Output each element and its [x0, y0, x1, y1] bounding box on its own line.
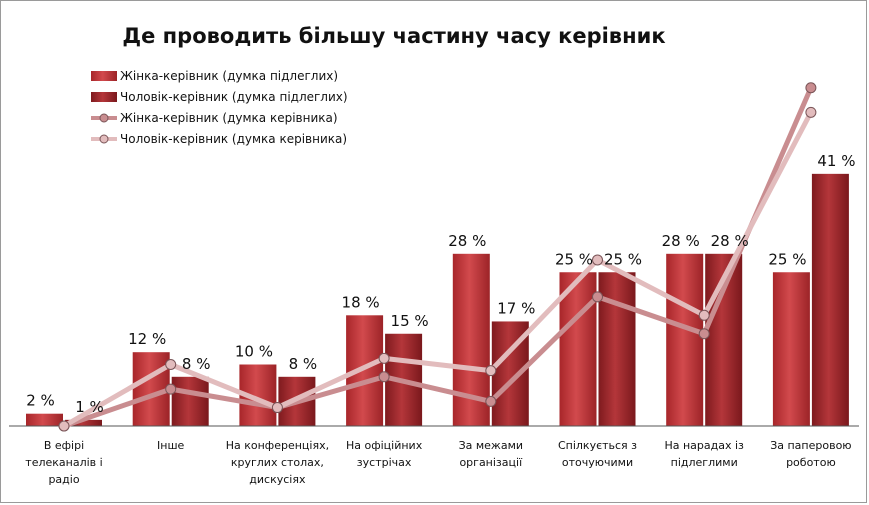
- line-marker-s1-c8: [805, 82, 817, 94]
- data-labels: 2 % 12 % 10 % 18 % 28 % 25 % 28 % 25 % 1 % 8 % 8 %…: [26, 152, 855, 416]
- line-marker-s1-c7: [698, 328, 710, 340]
- legend-marker-3: [99, 113, 109, 123]
- line-marker-s2-c5: [485, 365, 497, 377]
- line-marker-s1-c4: [378, 371, 390, 383]
- bars: [26, 173, 849, 426]
- x-tick-labels: В ефірі телеканалів і радіо Інше На конферен…: [25, 439, 851, 486]
- line-marker-s2-c2: [165, 359, 177, 370]
- legend-label-3: Жінка-керівник (думка керівника): [120, 111, 338, 125]
- data-label-s1-c3: 10 %: [235, 343, 273, 361]
- bar-s2-c1: [65, 419, 102, 426]
- data-label-s2-c8: 41 %: [817, 152, 855, 170]
- legend-label-4: Чоловік-керівник (думка керівника): [120, 132, 347, 146]
- legend-label-1: Жінка-керівник (думка підлеглих): [120, 69, 338, 83]
- legend-marker-4: [99, 134, 109, 144]
- line-marker-s1-c2: [165, 383, 177, 395]
- data-label-s1-c7: 28 %: [662, 232, 700, 250]
- bar-s1-c6: [559, 272, 597, 426]
- data-label-s2-c2: 8 %: [182, 355, 211, 373]
- data-label-s2-c5: 17 %: [497, 299, 535, 317]
- data-label-s2-c7: 28 %: [711, 232, 749, 250]
- data-label-s1-c6: 25 %: [555, 250, 593, 268]
- data-label-s2-c3: 8 %: [289, 355, 318, 373]
- data-label-s2-c6: 25 %: [604, 250, 642, 268]
- x-tick-label-1: В ефірі телеканалів і радіо: [25, 439, 102, 486]
- line-marker-s2-c7: [698, 309, 710, 321]
- line-marker-s2-c6: [592, 254, 603, 266]
- data-label-s1-c1: 2 %: [26, 392, 55, 410]
- data-label-s2-c1: 1 %: [75, 398, 104, 416]
- x-tick-label-8: За паперовою роботою: [770, 439, 851, 469]
- data-label-s2-c4: 15 %: [391, 312, 429, 330]
- line-marker-s2-c8: [805, 106, 817, 118]
- legend-label-2: Чоловік-керівник (думка підлеглих): [120, 90, 348, 104]
- data-label-s1-c2: 12 %: [128, 330, 166, 348]
- line-series-2: [61, 109, 814, 429]
- bar-s2-c2: [171, 376, 209, 426]
- bar-s2-c6: [598, 272, 636, 426]
- chart-title: Де проводить більшу частину часу керівни…: [122, 24, 665, 48]
- x-tick-label-3: На конференціях, круглих столах, дискусіях: [226, 439, 329, 486]
- legend-swatch-1: [91, 71, 117, 81]
- legend-swatch-2: [91, 92, 117, 102]
- line-marker-s1-c5: [485, 395, 497, 407]
- line-marker-s2-c1: [58, 420, 70, 432]
- data-label-s1-c5: 28 %: [448, 232, 486, 250]
- legend: Жінка-керівник (думка підлеглих) Чоловік-…: [91, 69, 348, 146]
- bar-s1-c7: [666, 253, 704, 426]
- x-tick-label-6: Спілкується з оточуючими: [558, 439, 637, 469]
- data-label-s1-c4: 18 %: [342, 293, 380, 311]
- x-tick-label-7: На нарадах із підлеглими: [664, 439, 744, 469]
- lines: [58, 82, 817, 432]
- line-marker-s1-c6: [592, 291, 603, 303]
- data-label-s1-c8: 25 %: [768, 250, 806, 268]
- bar-s2-c8: [811, 173, 849, 426]
- line-marker-s2-c3: [271, 402, 283, 414]
- bar-s1-c8: [772, 272, 810, 426]
- x-tick-label-2: Інше: [157, 439, 185, 452]
- x-tick-label-4: На офіційних зустрічах: [346, 439, 423, 469]
- line-marker-s2-c4: [378, 352, 390, 364]
- bar-s1-c1: [26, 413, 63, 426]
- line-series-1: [61, 85, 814, 429]
- x-tick-label-5: За межами організації: [459, 439, 524, 469]
